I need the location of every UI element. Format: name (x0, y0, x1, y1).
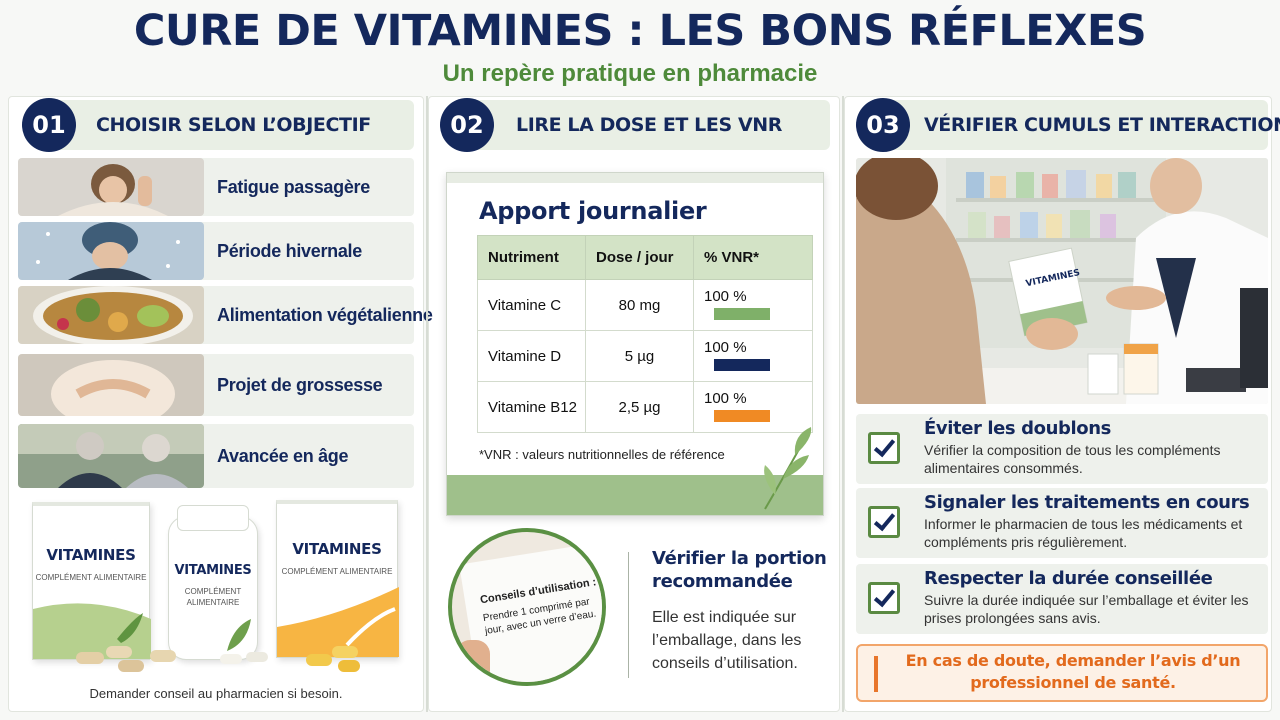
table-row: Vitamine B12 2,5 µg 100 % (477, 381, 813, 433)
product-sub: COMPLÉMENT ALIMENTAIRE (281, 567, 393, 576)
check-title: Signaler les traitements en cours (924, 492, 1250, 513)
table-header-row: Nutriment Dose / jour % VNR* (477, 235, 813, 280)
vnr-cell: 100 % (693, 279, 813, 331)
nutrient-cell: Vitamine C (477, 279, 586, 331)
portion-title: Vérifier la portion recommandée (652, 548, 827, 592)
table-header: % VNR* (693, 235, 813, 280)
checkbox-icon (868, 506, 900, 538)
vnr-footnote: *VNR : valeurs nutritionnelles de référe… (479, 447, 725, 462)
thumb (456, 640, 490, 682)
alert-accent-bar (874, 656, 878, 692)
tired-woman-image (18, 158, 204, 216)
table-header: Dose / jour (585, 235, 694, 280)
objective-label: Alimentation végétalienne (217, 304, 433, 325)
section-label-2: LIRE LA DOSE ET LES VNR (516, 114, 783, 136)
table-header: Nutriment (477, 235, 586, 280)
section-header-3: VÉRIFIER CUMULS ET INTERACTIONS (880, 100, 1280, 150)
dose-cell: 5 µg (585, 330, 694, 382)
objective-item: Alimentation végétalienne (18, 286, 433, 344)
dose-cell: 80 mg (585, 279, 694, 331)
column-divider (426, 96, 428, 712)
objective-item: Fatigue passagère (18, 158, 414, 216)
section-header-2: LIRE LA DOSE ET LES VNR (464, 100, 830, 150)
table-row: Vitamine C 80 mg 100 % (477, 279, 813, 331)
leaf-decoration-icon (33, 603, 151, 659)
vegan-bowl-image (18, 286, 204, 344)
leaf-branch-icon (764, 427, 812, 510)
section-number-3: 03 (856, 98, 910, 152)
section-number-2: 02 (440, 98, 494, 152)
section-number-1: 01 (22, 98, 76, 152)
page-title: CURE DE VITAMINES : LES BONS RÉFLEXES (133, 6, 1147, 56)
card-title: Apport journalier (479, 197, 707, 225)
objective-label: Avancée en âge (217, 445, 349, 466)
pharmacy-scene: VITAMINES (856, 158, 1268, 404)
product-packages: VITAMINES COMPLÉMENT ALIMENTAIRE VITAMIN… (18, 496, 414, 676)
check-title: Éviter les doublons (924, 418, 1111, 439)
objective-label: Projet de grossesse (217, 374, 383, 395)
vnr-value: 100 % (704, 339, 747, 356)
section-label-3: VÉRIFIER CUMULS ET INTERACTIONS (924, 114, 1280, 136)
product-brand: VITAMINES (292, 540, 382, 558)
pharmacy-photo: VITAMINES (856, 158, 1268, 404)
check-text: Informer le pharmacien de tous les médic… (924, 516, 1243, 550)
vitamin-box-green: VITAMINES COMPLÉMENT ALIMENTAIRE (32, 502, 151, 660)
checkbox-icon (868, 432, 900, 464)
usage-zoom-lens: Conseils d’utilisation : Prendre 1 compr… (448, 528, 606, 686)
product-sub: COMPLÉMENT ALIMENTAIRE (184, 587, 242, 608)
product-sub: COMPLÉMENT ALIMENTAIRE (35, 573, 147, 582)
objective-label: Période hivernale (217, 240, 362, 261)
leaf-icon (227, 619, 251, 651)
vnr-cell: 100 % (693, 381, 813, 433)
section-label-1: CHOISIR SELON L’OBJECTIF (96, 114, 371, 136)
nutrient-cell: Vitamine B12 (477, 381, 586, 433)
column-divider (842, 96, 844, 712)
dose-cell: 2,5 µg (585, 381, 694, 433)
product-brand: VITAMINES (46, 546, 136, 564)
portion-divider (628, 552, 629, 678)
check-item: Éviter les doublons Vérifier la composit… (856, 414, 1268, 484)
card-bottom-band (447, 475, 823, 515)
orange-wave-decoration-icon (277, 587, 399, 657)
vnr-value: 100 % (704, 288, 747, 305)
vitamin-box-orange: VITAMINES COMPLÉMENT ALIMENTAIRE (276, 500, 399, 658)
check-item: Signaler les traitements en cours Inform… (856, 488, 1268, 558)
objective-item: Projet de grossesse (18, 354, 414, 416)
checkbox-icon (868, 582, 900, 614)
bottle-cap (177, 505, 249, 531)
pharmacist-advice-note: Demander conseil au pharmacien si besoin… (89, 686, 343, 701)
objective-item: Avancée en âge (18, 424, 414, 488)
nutrient-cell: Vitamine D (477, 330, 586, 382)
vnr-bar (714, 308, 770, 321)
doubt-alert: En cas de doute, demander l’avis d’un pr… (856, 644, 1268, 702)
check-text: Vérifier la composition de tous les comp… (924, 442, 1221, 476)
objective-item: Période hivernale (18, 222, 414, 280)
vnr-bar (714, 410, 770, 423)
check-item: Respecter la durée conseillée Suivre la … (856, 564, 1268, 634)
objective-label: Fatigue passagère (217, 176, 370, 197)
nutrition-label-card: Apport journalier Nutriment Dose / jour … (446, 172, 824, 516)
card-top-band (447, 173, 823, 183)
elderly-couple-image (18, 424, 204, 488)
check-text: Suivre la durée indiquée sur l’emballage… (924, 592, 1249, 626)
vnr-value: 100 % (704, 390, 747, 407)
portion-text: Elle est indiquée sur l’emballage, dans … (652, 609, 802, 673)
vitamin-bottle: VITAMINES COMPLÉMENT ALIMENTAIRE (168, 505, 258, 660)
section-header-1: CHOISIR SELON L’OBJECTIF (44, 100, 414, 150)
page-subtitle: Un repère pratique en pharmacie (442, 60, 818, 87)
check-title: Respecter la durée conseillée (924, 568, 1213, 589)
vnr-cell: 100 % (693, 330, 813, 382)
alert-text: En cas de doute, demander l’avis d’un pr… (905, 651, 1241, 692)
product-brand: VITAMINES (174, 563, 252, 578)
capsules-icon (76, 646, 360, 672)
vnr-bar (714, 359, 770, 372)
winter-image (18, 222, 204, 280)
pregnancy-image (18, 354, 204, 416)
